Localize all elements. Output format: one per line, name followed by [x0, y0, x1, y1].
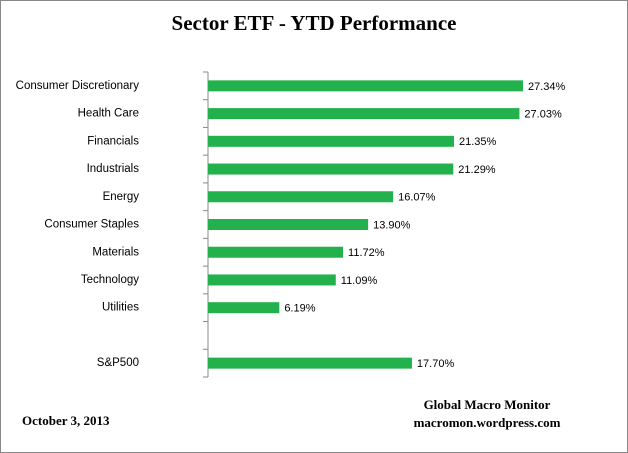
- y-tick-label: Utilities: [102, 302, 139, 314]
- value-label: 16.07%: [398, 192, 436, 204]
- bar: [208, 163, 454, 175]
- bar: [208, 108, 520, 120]
- y-tick-label: Health Care: [78, 108, 139, 120]
- y-tick-label: Technology: [81, 274, 139, 286]
- value-label: 27.03%: [524, 108, 562, 120]
- value-label: 11.09%: [341, 275, 378, 287]
- bar: [208, 302, 280, 314]
- bar: [208, 219, 369, 230]
- bar: [208, 357, 412, 369]
- value-label: 27.34%: [528, 81, 566, 93]
- value-label: 21.29%: [458, 164, 496, 176]
- value-label: 6.19%: [284, 303, 315, 315]
- bar: [208, 80, 523, 92]
- y-tick-label: Financials: [87, 135, 139, 147]
- value-label: 17.70%: [417, 358, 455, 370]
- bar: [208, 246, 344, 258]
- y-tick-label: Consumer Staples: [44, 219, 139, 231]
- value-label: 11.72%: [348, 247, 385, 259]
- source-label: Global Macro Monitor: [424, 397, 551, 412]
- bar: [208, 135, 454, 147]
- y-tick-label: Materials: [92, 246, 139, 258]
- chart-title: Sector ETF - YTD Performance: [172, 11, 457, 35]
- y-tick-label: Consumer Discretionary: [16, 80, 140, 92]
- value-label: 13.90%: [373, 219, 411, 231]
- y-tick-label: S&P500: [97, 357, 139, 369]
- bar: [208, 274, 336, 286]
- y-tick-label: Industrials: [87, 163, 140, 175]
- value-label: 21.35%: [459, 136, 497, 148]
- source-url: macromon.wordpress.com: [414, 415, 561, 430]
- bar: [208, 191, 394, 203]
- y-tick-label: Energy: [103, 191, 140, 203]
- date-label: October 3, 2013: [22, 413, 110, 428]
